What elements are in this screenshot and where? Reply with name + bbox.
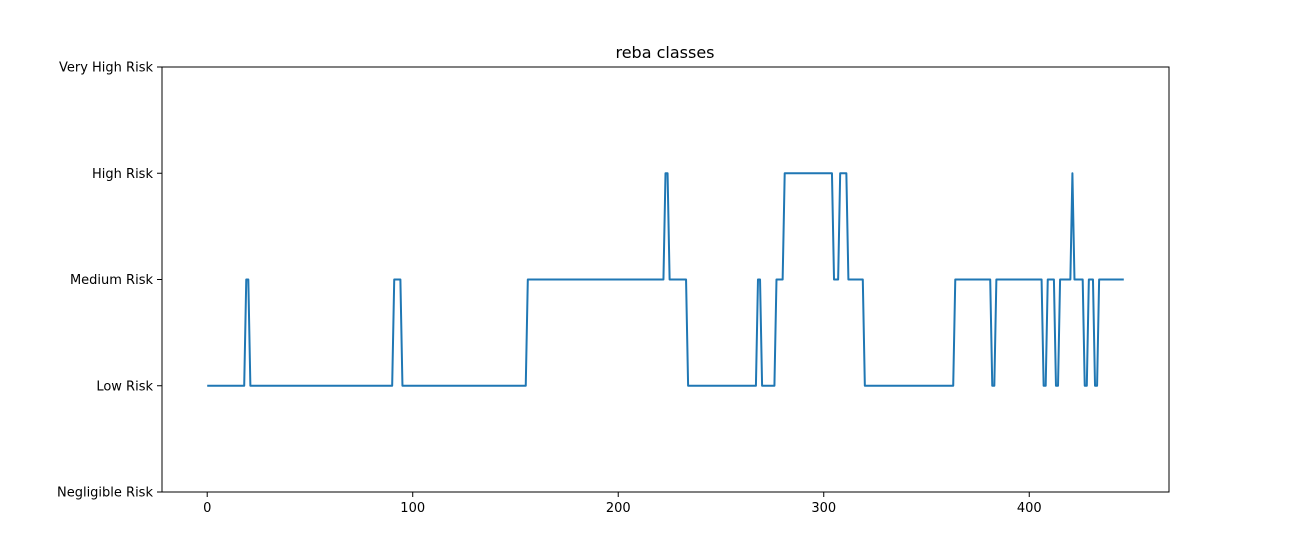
- x-tick-label: 100: [400, 501, 425, 516]
- x-tick-label: 0: [203, 501, 211, 516]
- series-line: [207, 172, 1124, 387]
- x-axis: 0 100 200 300 400: [203, 492, 1042, 516]
- x-tick-label: 200: [606, 501, 631, 516]
- chart-title: reba classes: [615, 43, 714, 62]
- plot-area: [207, 172, 1124, 387]
- y-tick-label: Low Risk: [96, 379, 153, 394]
- y-tick-label: Very High Risk: [59, 61, 153, 76]
- y-tick-label: Negligible Risk: [57, 486, 153, 501]
- x-tick-label: 300: [811, 501, 836, 516]
- y-axis: Negligible Risk Low Risk Medium Risk High R…: [57, 61, 162, 501]
- y-tick-label: High Risk: [92, 167, 153, 182]
- y-tick-label: Medium Risk: [70, 273, 154, 288]
- x-tick-label: 400: [1017, 501, 1042, 516]
